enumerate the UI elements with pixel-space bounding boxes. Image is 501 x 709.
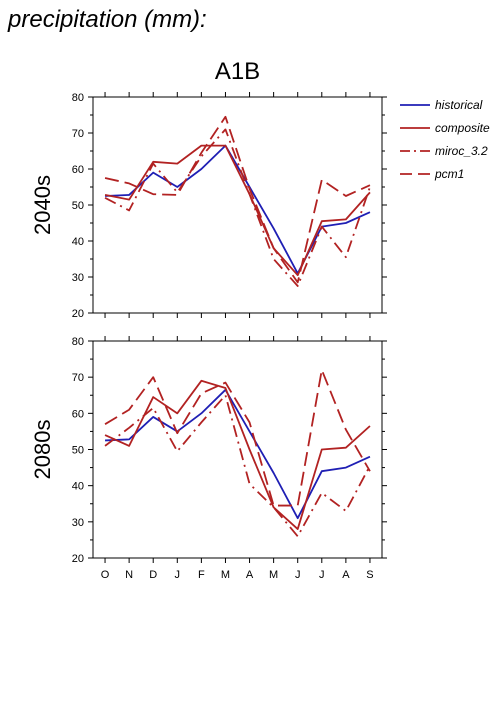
x-tick-label: M — [269, 569, 278, 581]
y-tick-label: 40 — [72, 481, 84, 493]
y-tick-label: 30 — [72, 272, 84, 284]
plot-frame — [92, 340, 383, 559]
x-tick-label: J — [175, 569, 181, 581]
y-tick-label: 30 — [72, 517, 84, 529]
x-tick-label: O — [101, 569, 110, 581]
y-tick-label: 70 — [72, 372, 84, 384]
y-tick-label: 60 — [72, 408, 84, 420]
y-axis-label: 2040s — [30, 175, 55, 235]
x-tick-label: M — [221, 569, 230, 581]
series-line-pcm1 — [104, 115, 371, 284]
x-tick-label: F — [198, 569, 205, 581]
x-tick-label: J — [319, 569, 325, 581]
chart-panel-1: 20 30 40 50 60 70 80 2040s A1B historical composit… — [30, 58, 490, 320]
plot-frame — [92, 96, 383, 314]
series-line-historical — [105, 388, 371, 520]
y-tick-label: 80 — [72, 336, 84, 348]
chart-panel-2: 20 30 40 50 60 70 80 O N D J F M A M J J A S 2080s — [30, 336, 387, 581]
y-tick-label: 20 — [72, 553, 84, 565]
legend-label: composite — [435, 121, 490, 135]
legend-label: historical — [435, 98, 483, 112]
legend-label: miroc_3.2 — [435, 144, 488, 158]
x-tick-label: J — [295, 569, 301, 581]
y-tick-label: 20 — [72, 308, 84, 320]
series-line-composite — [104, 379, 371, 530]
series-line-pcm1 — [104, 369, 371, 507]
x-tick-label: S — [366, 569, 373, 581]
x-tick-label: A — [342, 569, 350, 581]
series-line-miroc-3-2 — [104, 128, 371, 287]
x-tick-label: N — [125, 569, 133, 581]
y-tick-label: 80 — [72, 92, 84, 104]
series-line-composite — [104, 144, 371, 277]
y-tick-label: 40 — [72, 236, 84, 248]
y-tick-label: 70 — [72, 128, 84, 140]
y-tick-label: 60 — [72, 164, 84, 176]
x-tick-label: D — [149, 569, 157, 581]
series-line-historical — [105, 144, 371, 275]
y-axis-label: 2080s — [30, 420, 55, 480]
legend-label: pcm1 — [434, 167, 464, 181]
x-tick-label: A — [246, 569, 254, 581]
y-tick-label: 50 — [72, 445, 84, 457]
chart-title: A1B — [215, 58, 260, 85]
legend: historical composite miroc_3.2 pcm1 — [400, 98, 490, 181]
series-line-miroc-3-2 — [104, 394, 371, 538]
y-tick-label: 50 — [72, 200, 84, 212]
page-title: precipitation (mm): — [8, 6, 207, 33]
